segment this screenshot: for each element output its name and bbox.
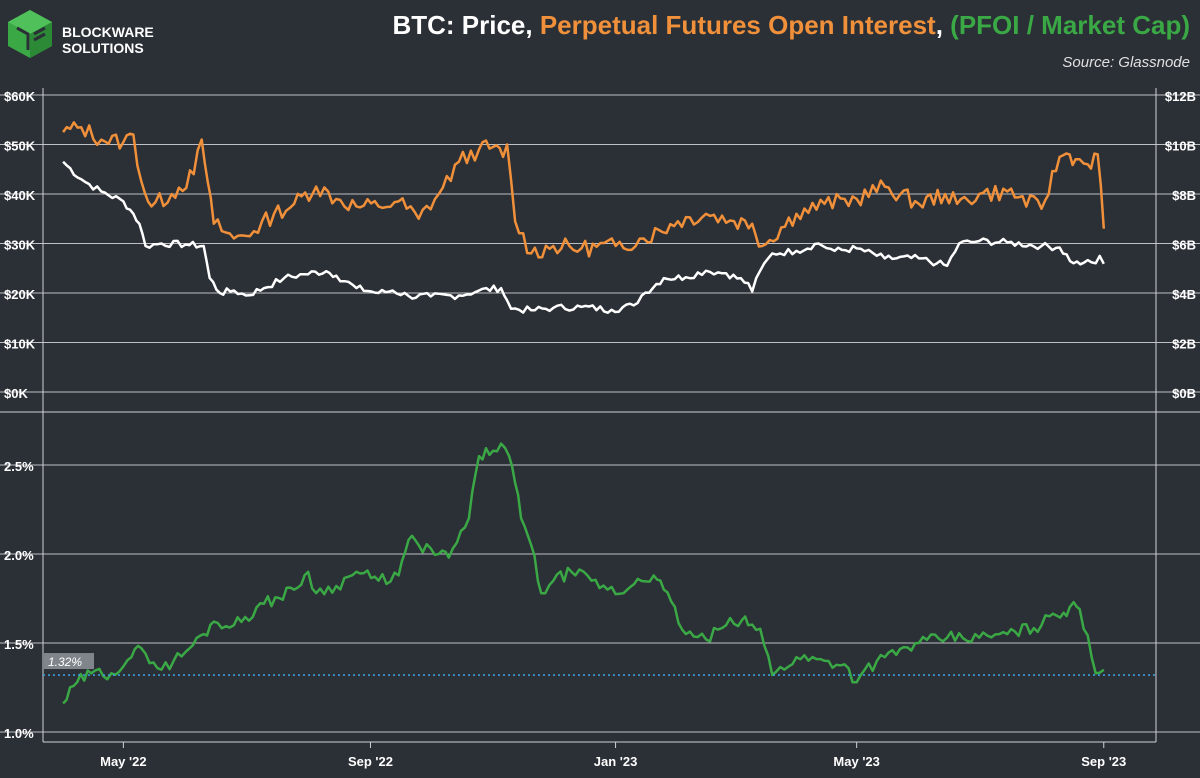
title-price: BTC: Price, <box>392 10 539 40</box>
y-right-tick-label: $12B <box>1165 89 1196 104</box>
blockware-cube-icon <box>8 10 52 58</box>
blockware-logo: BLOCKWARE SOLUTIONS <box>8 10 154 58</box>
y-bottom-tick-label: 1.5% <box>4 637 34 652</box>
grid <box>0 94 1200 733</box>
y-right-tick-label: $4B <box>1172 287 1196 302</box>
y-left-tick-label: $60K <box>4 89 36 104</box>
y-bottom-tick-label: 2.0% <box>4 548 34 563</box>
y-left-tick-label: $50K <box>4 139 36 154</box>
y-right-tick-label: $8B <box>1172 188 1196 203</box>
y-right-tick-label: $6B <box>1172 238 1196 253</box>
y-bottom-tick-label: 1.0% <box>4 726 34 741</box>
y-right-tick-label: $10B <box>1165 139 1196 154</box>
tick-labels: $60K $12B $50K $10B $40K $8B $30K $6B $20K $4B $10… <box>4 89 1196 769</box>
y-bottom-tick-label: 2.5% <box>4 459 34 474</box>
btc-price-line <box>62 160 1105 314</box>
y-left-tick-label: $40K <box>4 188 36 203</box>
x-tick-label: May '23 <box>833 754 879 769</box>
y-left-tick-label: $10K <box>4 337 36 352</box>
logo-line2: SOLUTIONS <box>62 40 144 56</box>
x-tick-label: May '22 <box>100 754 146 769</box>
pfoi-line <box>62 121 1106 259</box>
reference-label: 1.32% <box>48 655 82 669</box>
y-right-tick-label: $0B <box>1172 386 1196 401</box>
y-left-tick-label: $0K <box>4 386 28 401</box>
title-pfoi: Perpetual Futures Open Interest <box>540 10 936 40</box>
logo-line1: BLOCKWARE <box>62 24 154 40</box>
y-left-tick-label: $20K <box>4 287 36 302</box>
y-right-tick-label: $2B <box>1172 337 1196 352</box>
series-layer: 1.32% <box>43 121 1156 705</box>
axes <box>0 88 1200 748</box>
title-ratio: (PFOI / Market Cap) <box>950 10 1190 40</box>
y-left-tick-label: $30K <box>4 238 36 253</box>
chart-source: Source: Glassnode <box>1062 54 1190 71</box>
x-tick-label: Sep '22 <box>348 754 393 769</box>
x-tick-label: Jan '23 <box>594 754 638 769</box>
reference-label-bg <box>44 653 94 670</box>
chart-title: BTC: Price, Perpetual Futures Open Inter… <box>392 10 1190 40</box>
pfoi-mcap-ratio-line <box>62 442 1105 705</box>
title-comma: , <box>936 10 950 40</box>
x-tick-label: Sep '23 <box>1081 754 1126 769</box>
